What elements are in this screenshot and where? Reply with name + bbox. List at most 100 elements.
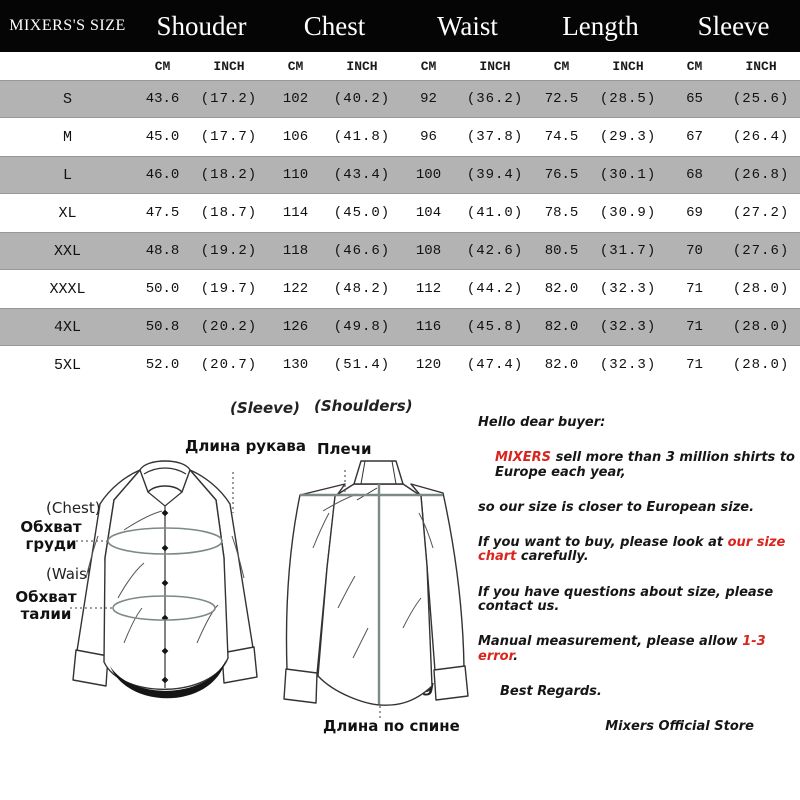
sleeve-cm: 71 bbox=[686, 319, 703, 335]
table-row: XL 47.5 (18.7) 114 (45.0) 104 (41.0) 78.… bbox=[0, 194, 800, 232]
length-inch: (30.9) bbox=[599, 205, 657, 221]
table-row: S 43.6 (17.2) 102 (40.2) 92 (36.2) 72.5 … bbox=[0, 80, 800, 118]
shoulder-inch: (20.7) bbox=[200, 357, 258, 373]
waist-inch: (45.8) bbox=[466, 319, 524, 335]
note-signature: Mixers Official Store bbox=[605, 719, 754, 735]
chest-cm: 130 bbox=[282, 357, 309, 373]
table-row: M 45.0 (17.7) 106 (41.8) 96 (37.8) 74.5 … bbox=[0, 118, 800, 156]
shoulder-inch: (19.2) bbox=[200, 243, 258, 259]
length-cm: 82.0 bbox=[544, 281, 579, 297]
shoulder-inch: (17.7) bbox=[200, 129, 258, 145]
size-label: 4XL bbox=[53, 318, 81, 336]
waist-cm: 96 bbox=[420, 129, 437, 145]
shirt-back-illustration bbox=[283, 460, 469, 720]
chest-ru-line2: груди bbox=[25, 535, 77, 554]
note-line-5: If you have questions about size, please… bbox=[478, 584, 774, 615]
shoulder-cm: 52.0 bbox=[145, 357, 180, 373]
size-label: XXXL bbox=[49, 280, 86, 298]
chest-inch: (51.4) bbox=[333, 357, 391, 373]
waist-ru-line2: талии bbox=[20, 605, 72, 624]
waist-ru-line1: Обхват bbox=[15, 588, 77, 606]
units-row: CM INCH CM INCH CM INCH CM INCH CM INCH bbox=[0, 52, 800, 80]
shoulder-inch: (19.7) bbox=[200, 281, 258, 297]
brand-size-label: MIXERS'S SIZE bbox=[0, 0, 135, 52]
sleeve-cm: 65 bbox=[686, 91, 703, 107]
length-inch: (31.7) bbox=[599, 243, 657, 259]
sleeve-cm: 71 bbox=[686, 281, 703, 297]
chest-cm: 106 bbox=[282, 129, 309, 145]
chest-cm: 102 bbox=[282, 91, 309, 107]
sleeve-inch: (28.0) bbox=[732, 357, 790, 373]
length-label-ru: Длина по спине bbox=[323, 717, 460, 735]
unit-inch: INCH bbox=[213, 58, 245, 74]
waist-cm: 104 bbox=[415, 205, 442, 221]
size-label: XL bbox=[58, 204, 77, 222]
waist-inch: (42.6) bbox=[466, 243, 524, 259]
unit-inch: INCH bbox=[346, 58, 378, 74]
waist-cm: 120 bbox=[415, 357, 442, 373]
unit-cm: CM bbox=[154, 58, 171, 74]
shoulder-inch: (20.2) bbox=[200, 319, 258, 335]
length-inch: (32.3) bbox=[599, 357, 657, 373]
unit-inch: INCH bbox=[479, 58, 511, 74]
chest-cm: 110 bbox=[282, 167, 309, 183]
unit-cm: CM bbox=[287, 58, 304, 74]
chest-inch: (49.8) bbox=[333, 319, 391, 335]
waist-inch: (41.0) bbox=[466, 205, 524, 221]
note-line-1: Hello dear buyer: bbox=[478, 415, 606, 430]
waist-inch: (44.2) bbox=[466, 281, 524, 297]
length-inch: (32.3) bbox=[599, 319, 657, 335]
waist-inch: (36.2) bbox=[466, 91, 524, 107]
unit-cm: CM bbox=[686, 58, 703, 74]
size-table-body: S 43.6 (17.2) 102 (40.2) 92 (36.2) 72.5 … bbox=[0, 80, 800, 384]
table-row: 4XL 50.8 (20.2) 126 (49.8) 116 (45.8) 82… bbox=[0, 308, 800, 346]
table-row: XXXL 50.0 (19.7) 122 (48.2) 112 (44.2) 8… bbox=[0, 270, 800, 308]
length-inch: (32.3) bbox=[599, 281, 657, 297]
waist-label-en: (Waist) bbox=[46, 565, 99, 583]
chest-cm: 118 bbox=[282, 243, 309, 259]
waist-cm: 92 bbox=[420, 91, 437, 107]
shoulder-inch: (18.2) bbox=[200, 167, 258, 183]
shoulder-cm: 47.5 bbox=[145, 205, 180, 221]
waist-inch: (37.8) bbox=[466, 129, 524, 145]
col-header-shoulder: Shouder bbox=[135, 0, 268, 52]
note-line-2-rest: sell more than 3 million shirts to Europ… bbox=[495, 450, 795, 480]
length-inch: (30.1) bbox=[599, 167, 657, 183]
waist-cm: 100 bbox=[415, 167, 442, 183]
shoulder-inch: (18.7) bbox=[200, 205, 258, 221]
shoulders-label-ru: Плечи bbox=[317, 440, 372, 458]
seller-note: Hello dear buyer: MIXERS sell more than … bbox=[466, 415, 796, 756]
sleeve-inch: (27.6) bbox=[732, 243, 790, 259]
sleeve-cm: 67 bbox=[686, 129, 703, 145]
note-brand-red: MIXERS bbox=[495, 450, 552, 466]
size-label: S bbox=[62, 90, 72, 108]
chest-inch: (46.6) bbox=[333, 243, 391, 259]
chest-label-en: (Chest) bbox=[46, 499, 101, 517]
waist-inch: (39.4) bbox=[466, 167, 524, 183]
shirt-front-illustration bbox=[70, 460, 258, 699]
chest-cm: 122 bbox=[282, 281, 309, 297]
shoulder-cm: 50.0 bbox=[145, 281, 180, 297]
waist-cm: 108 bbox=[415, 243, 442, 259]
size-label: M bbox=[62, 128, 72, 146]
chest-inch: (48.2) bbox=[333, 281, 391, 297]
size-label: 5XL bbox=[53, 356, 81, 374]
sleeve-label-ru: Длина рукава bbox=[185, 437, 306, 455]
waist-cm: 112 bbox=[415, 281, 442, 297]
sleeve-cm: 70 bbox=[686, 243, 703, 259]
sleeve-cm: 68 bbox=[686, 167, 703, 183]
table-row: L 46.0 (18.2) 110 (43.4) 100 (39.4) 76.5… bbox=[0, 156, 800, 194]
sleeve-cm: 69 bbox=[686, 205, 703, 221]
col-header-waist: Waist bbox=[401, 0, 535, 52]
sleeve-inch: (26.8) bbox=[732, 167, 790, 183]
sleeve-inch: (27.2) bbox=[732, 205, 790, 221]
waist-cm: 116 bbox=[415, 319, 442, 335]
measurement-diagram-section: (Sleeve) (Shoulders) Длина рукава Плечи … bbox=[0, 384, 800, 800]
chest-inch: (45.0) bbox=[333, 205, 391, 221]
note-line-4-a: If you want to buy, please look at bbox=[478, 535, 728, 551]
length-cm: 72.5 bbox=[544, 91, 579, 107]
sleeve-cm: 71 bbox=[686, 357, 703, 373]
length-cm: 76.5 bbox=[544, 167, 579, 183]
sleeve-inch: (26.4) bbox=[732, 129, 790, 145]
chest-inch: (43.4) bbox=[333, 167, 391, 183]
